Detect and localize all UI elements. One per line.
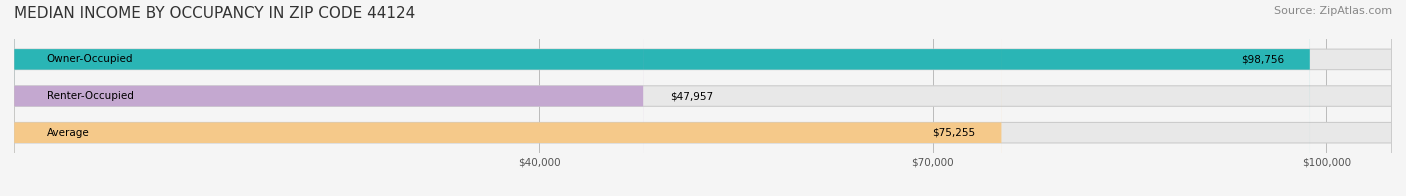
Text: $75,255: $75,255 [932,128,976,138]
Text: $98,756: $98,756 [1240,54,1284,64]
Text: Renter-Occupied: Renter-Occupied [46,91,134,101]
FancyBboxPatch shape [14,0,644,196]
FancyBboxPatch shape [14,0,1001,196]
Text: Source: ZipAtlas.com: Source: ZipAtlas.com [1274,6,1392,16]
FancyBboxPatch shape [14,0,1310,196]
Text: $47,957: $47,957 [669,91,713,101]
Text: MEDIAN INCOME BY OCCUPANCY IN ZIP CODE 44124: MEDIAN INCOME BY OCCUPANCY IN ZIP CODE 4… [14,6,415,21]
FancyBboxPatch shape [14,0,1392,196]
Text: Average: Average [46,128,90,138]
FancyBboxPatch shape [14,0,1392,196]
FancyBboxPatch shape [14,0,1392,196]
Text: Owner-Occupied: Owner-Occupied [46,54,134,64]
